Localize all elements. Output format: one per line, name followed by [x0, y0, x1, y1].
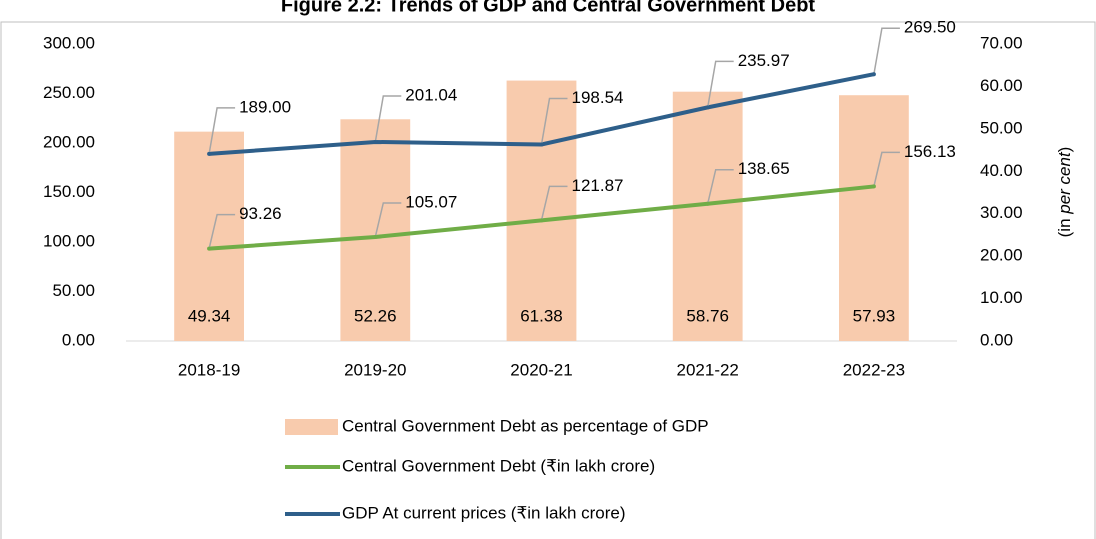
legend-label: Central Government Debt (₹in lakh crore): [342, 456, 655, 475]
bar: [340, 119, 411, 342]
line-point: [871, 72, 876, 77]
bar: [174, 131, 245, 341]
line-value-label: 269.50: [904, 18, 956, 37]
bar-value-label: 61.38: [520, 306, 563, 325]
y2-tick-label: 20.00: [980, 246, 1023, 265]
y-tick-label: 0.00: [62, 330, 95, 349]
x-tick-label: 2018-19: [178, 360, 240, 379]
x-tick-label: 2019-20: [344, 360, 406, 379]
leader-line: [540, 97, 568, 145]
y-tick-label: 200.00: [43, 132, 95, 151]
line-point: [207, 151, 212, 156]
line-value-label: 121.87: [572, 176, 624, 195]
x-tick-label: 2022-23: [843, 360, 905, 379]
y-tick-label: 150.00: [43, 182, 95, 201]
line-value-label: 156.13: [904, 142, 956, 161]
line-value-label: 201.04: [405, 85, 457, 104]
line-point: [373, 139, 378, 144]
chart-border: [0, 21, 1096, 539]
leader-line: [706, 60, 734, 108]
line-value-label: 105.07: [405, 192, 457, 211]
line-value-label: 93.26: [239, 204, 282, 223]
legend-label: GDP At current prices (₹in lakh crore): [342, 503, 626, 522]
legend-swatch: [285, 419, 338, 435]
legend-label: Central Government Debt as percentage of…: [342, 416, 709, 435]
y2-tick-label: 60.00: [980, 76, 1023, 95]
y2-tick-label: 40.00: [980, 161, 1023, 180]
line-value-label: 235.97: [738, 51, 790, 70]
bar-value-label: 52.26: [354, 306, 397, 325]
bar: [838, 95, 909, 341]
leader-line: [873, 27, 900, 75]
line-point: [705, 105, 710, 110]
bar-value-label: 49.34: [188, 306, 231, 325]
line-value-label: 189.00: [239, 97, 291, 116]
bar-value-label: 57.93: [853, 306, 896, 325]
y2-tick-label: 10.00: [980, 288, 1023, 307]
line-point: [207, 246, 212, 251]
line-point: [705, 201, 710, 206]
y-tick-label: 250.00: [43, 83, 95, 102]
y2-axis-label: (in per cent): [1055, 147, 1074, 238]
line-value-label: 198.54: [572, 88, 624, 107]
y2-tick-label: 50.00: [980, 118, 1023, 137]
leader-line: [706, 168, 734, 204]
x-tick-label: 2021-22: [677, 360, 739, 379]
y-tick-label: 50.00: [52, 281, 95, 300]
bar: [506, 80, 577, 341]
leader-line: [374, 95, 402, 143]
line-point: [871, 184, 876, 189]
leader-line: [208, 107, 236, 155]
bar: [672, 91, 743, 341]
leader-line: [540, 185, 568, 221]
line-value-label: 138.65: [738, 159, 790, 178]
y-tick-label: 100.00: [43, 231, 95, 250]
bar-value-label: 58.76: [686, 306, 729, 325]
y-tick-label: 300.00: [43, 33, 95, 52]
line-point: [539, 142, 544, 147]
leader-line: [208, 213, 236, 249]
chart-title: Figure 2.2: Trends of GDP and Central Go…: [281, 0, 816, 16]
leader-line: [873, 151, 900, 187]
line-point: [539, 218, 544, 223]
x-tick-label: 2020-21: [510, 360, 572, 379]
line-point: [373, 234, 378, 239]
y2-tick-label: 30.00: [980, 203, 1023, 222]
leader-line: [374, 202, 402, 238]
y2-tick-label: 0.00: [980, 330, 1013, 349]
y2-tick-label: 70.00: [980, 33, 1023, 52]
